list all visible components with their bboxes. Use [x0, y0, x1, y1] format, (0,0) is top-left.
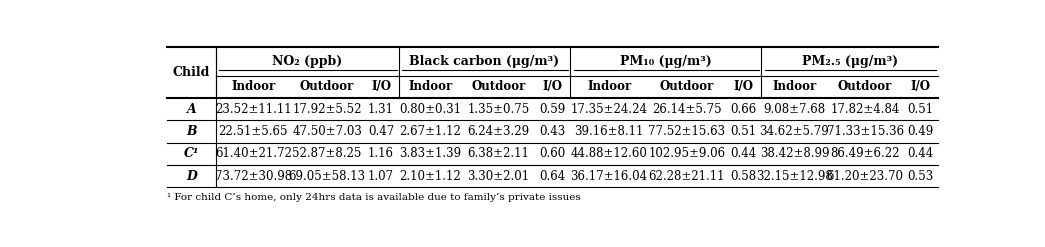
Text: 52.87±8.25: 52.87±8.25: [293, 147, 362, 160]
Text: 6.24±3.29: 6.24±3.29: [467, 125, 530, 138]
Text: 3.83±1.39: 3.83±1.39: [399, 147, 462, 160]
Text: 2.67±1.12: 2.67±1.12: [399, 125, 462, 138]
Text: PM₂.₅ (μg/m³): PM₂.₅ (μg/m³): [802, 55, 898, 68]
Text: I/O: I/O: [734, 80, 753, 93]
Text: 1.16: 1.16: [368, 147, 394, 160]
Text: 0.44: 0.44: [730, 147, 757, 160]
Text: 1.35±0.75: 1.35±0.75: [467, 103, 530, 116]
Text: 0.53: 0.53: [907, 170, 933, 183]
Text: 17.82±4.84: 17.82±4.84: [831, 103, 900, 116]
Text: A: A: [186, 103, 196, 116]
Text: 0.44: 0.44: [907, 147, 933, 160]
Text: 0.66: 0.66: [730, 103, 757, 116]
Text: Outdoor: Outdoor: [838, 80, 892, 93]
Text: 6.38±2.11: 6.38±2.11: [468, 147, 530, 160]
Text: Indoor: Indoor: [409, 80, 452, 93]
Text: 77.52±15.63: 77.52±15.63: [648, 125, 725, 138]
Text: 73.72±30.98: 73.72±30.98: [214, 170, 292, 183]
Text: Indoor: Indoor: [772, 80, 816, 93]
Text: 3.30±2.01: 3.30±2.01: [467, 170, 530, 183]
Text: 0.51: 0.51: [730, 125, 757, 138]
Text: 0.64: 0.64: [539, 170, 565, 183]
Text: 0.47: 0.47: [368, 125, 394, 138]
Text: 1.07: 1.07: [368, 170, 394, 183]
Text: 26.14±5.75: 26.14±5.75: [652, 103, 722, 116]
Text: 62.28±21.11: 62.28±21.11: [649, 170, 725, 183]
Text: 0.58: 0.58: [730, 170, 757, 183]
Text: D: D: [186, 170, 196, 183]
Text: Outdoor: Outdoor: [659, 80, 714, 93]
Text: Outdoor: Outdoor: [471, 80, 526, 93]
Text: 61.40±21.72: 61.40±21.72: [215, 147, 292, 160]
Text: 17.35±24.24: 17.35±24.24: [571, 103, 648, 116]
Text: 36.17±16.04: 36.17±16.04: [571, 170, 648, 183]
Text: 71.33±15.36: 71.33±15.36: [827, 125, 904, 138]
Text: 69.05±58.13: 69.05±58.13: [288, 170, 366, 183]
Text: 0.80±0.31: 0.80±0.31: [399, 103, 462, 116]
Text: 22.51±5.65: 22.51±5.65: [218, 125, 288, 138]
Text: 0.60: 0.60: [539, 147, 565, 160]
Text: Indoor: Indoor: [587, 80, 631, 93]
Text: 0.59: 0.59: [539, 103, 565, 116]
Text: 0.43: 0.43: [539, 125, 565, 138]
Text: I/O: I/O: [910, 80, 930, 93]
Text: 39.16±8.11: 39.16±8.11: [575, 125, 644, 138]
Text: 0.49: 0.49: [907, 125, 933, 138]
Text: 9.08±7.68: 9.08±7.68: [763, 103, 826, 116]
Text: PM₁₀ (μg/m³): PM₁₀ (μg/m³): [620, 55, 712, 68]
Text: ¹ For child C’s home, only 24hrs data is available due to family’s private issue: ¹ For child C’s home, only 24hrs data is…: [167, 193, 581, 202]
Text: B: B: [186, 125, 196, 138]
Text: 44.88±12.60: 44.88±12.60: [571, 147, 648, 160]
Text: C¹: C¹: [184, 147, 200, 160]
Text: 23.52±11.11: 23.52±11.11: [215, 103, 292, 116]
Text: 38.42±8.99: 38.42±8.99: [760, 147, 829, 160]
Text: 86.49±6.22: 86.49±6.22: [831, 147, 900, 160]
Text: Indoor: Indoor: [231, 80, 276, 93]
Text: 102.95±9.06: 102.95±9.06: [648, 147, 725, 160]
Text: Outdoor: Outdoor: [300, 80, 354, 93]
Text: 17.92±5.52: 17.92±5.52: [293, 103, 362, 116]
Text: 34.62±5.79: 34.62±5.79: [760, 125, 830, 138]
Text: NO₂ (ppb): NO₂ (ppb): [272, 55, 343, 68]
Text: 32.15±12.98: 32.15±12.98: [756, 170, 833, 183]
Text: 47.50±7.03: 47.50±7.03: [293, 125, 362, 138]
Text: 1.31: 1.31: [368, 103, 394, 116]
Text: Black carbon (μg/m³): Black carbon (μg/m³): [410, 55, 559, 68]
Text: I/O: I/O: [542, 80, 562, 93]
Text: 61.20±23.70: 61.20±23.70: [827, 170, 904, 183]
Text: I/O: I/O: [371, 80, 391, 93]
Text: 0.51: 0.51: [907, 103, 933, 116]
Text: 2.10±1.12: 2.10±1.12: [399, 170, 462, 183]
Text: Child: Child: [172, 66, 210, 79]
